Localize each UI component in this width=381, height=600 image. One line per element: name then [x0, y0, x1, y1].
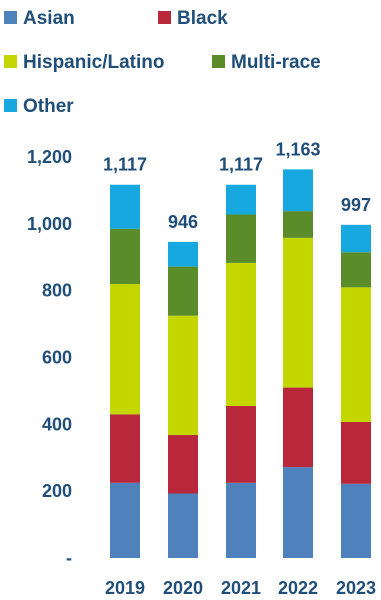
bar-segment-black-2022 — [283, 387, 313, 468]
x-tick-label-2019: 2019 — [105, 578, 145, 598]
total-labels: 1,117 946 1,117 1,163 997 — [103, 139, 371, 232]
bar-segment-other-2020 — [168, 241, 198, 267]
y-tick-label: 200 — [42, 481, 72, 501]
bar-segment-asian-2019 — [110, 482, 140, 558]
legend-swatch-hispanic-latino — [4, 55, 17, 68]
total-label-2022: 1,163 — [275, 139, 320, 159]
y-tick-label: 1,000 — [27, 214, 72, 234]
total-label-2023: 997 — [341, 195, 371, 215]
legend-swatch-multi-race — [212, 55, 225, 68]
legend-label-black: Black — [177, 8, 228, 29]
bar-segment-hispanic-latino-2022 — [283, 237, 313, 388]
bars-area — [110, 169, 371, 558]
y-tick-label: 1,200 — [27, 147, 72, 167]
bar-segment-black-2023 — [341, 421, 371, 484]
bar-segment-black-2020 — [168, 435, 198, 494]
bar-segment-other-2022 — [283, 169, 313, 212]
bar-segment-multi-race-2022 — [283, 211, 313, 238]
bar-segment-asian-2023 — [341, 483, 371, 558]
legend-label-asian: Asian — [23, 8, 75, 29]
y-tick-label: 800 — [42, 281, 72, 301]
bar-segment-hispanic-latino-2020 — [168, 315, 198, 436]
y-tick-label: - — [66, 548, 72, 568]
bar-segment-multi-race-2019 — [110, 228, 140, 284]
bar-segment-multi-race-2021 — [226, 214, 256, 263]
bar-segment-multi-race-2023 — [341, 252, 371, 288]
x-tick-label-2022: 2022 — [278, 578, 318, 598]
legend-swatch-asian — [4, 11, 17, 24]
bar-segment-other-2023 — [341, 224, 371, 253]
legend-swatch-other — [4, 99, 17, 112]
legend-label-multi-race: Multi-race — [231, 52, 321, 73]
x-tick-label-2021: 2021 — [221, 578, 261, 598]
bar-segment-asian-2020 — [168, 493, 198, 558]
chart-legend: Asian Black Hispanic/Latino Multi-race Other — [4, 8, 321, 117]
y-tick-label: 600 — [42, 348, 72, 368]
y-axis: - 200 400 600 800 1,000 1,200 — [27, 147, 72, 568]
x-axis: 2019 2020 2021 2022 2023 — [105, 578, 376, 598]
legend-label-hispanic-latino: Hispanic/Latino — [23, 52, 164, 73]
total-label-2021: 1,117 — [219, 155, 263, 175]
total-label-2019: 1,117 — [103, 155, 147, 175]
bar-segment-other-2021 — [226, 184, 256, 215]
y-tick-label: 400 — [42, 414, 72, 434]
bar-segment-other-2019 — [110, 184, 140, 229]
total-label-2020: 946 — [168, 212, 198, 232]
legend-swatch-black — [158, 11, 171, 24]
bar-segment-hispanic-latino-2019 — [110, 283, 140, 415]
bar-segment-asian-2022 — [283, 467, 313, 558]
bar-segment-black-2019 — [110, 414, 140, 483]
legend-label-other: Other — [23, 96, 74, 117]
bar-segment-asian-2021 — [226, 482, 256, 558]
bar-segment-hispanic-latino-2023 — [341, 287, 371, 422]
x-tick-label-2023: 2023 — [336, 578, 376, 598]
bar-segment-multi-race-2020 — [168, 266, 198, 316]
bar-segment-black-2021 — [226, 405, 256, 483]
bar-segment-hispanic-latino-2021 — [226, 262, 256, 406]
x-tick-label-2020: 2020 — [163, 578, 203, 598]
